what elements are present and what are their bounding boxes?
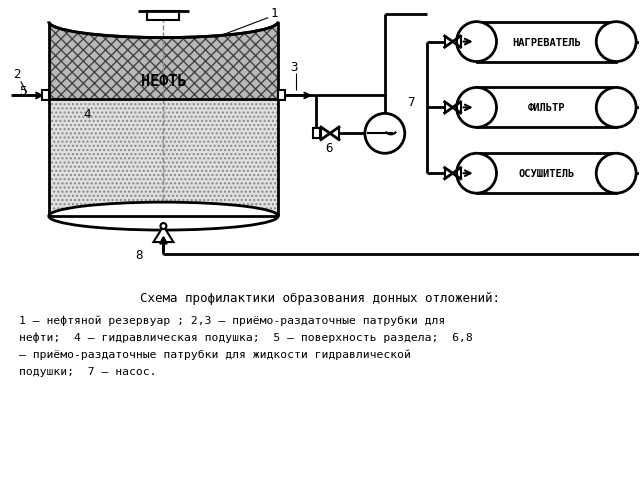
Text: 3: 3 — [290, 61, 298, 73]
Ellipse shape — [456, 154, 497, 194]
Ellipse shape — [596, 154, 636, 194]
Circle shape — [161, 223, 166, 229]
Text: – приёмо-раздаточные патрубки для жидкости гидравлической: – приёмо-раздаточные патрубки для жидкос… — [19, 349, 411, 360]
Ellipse shape — [49, 203, 278, 230]
Bar — [49, 23, 278, 100]
Bar — [477, 154, 616, 194]
Bar — [278, 91, 285, 101]
Text: Схема профилактики образования донных отложений:: Схема профилактики образования донных от… — [140, 291, 500, 304]
Text: ФИЛЬТР: ФИЛЬТР — [527, 103, 565, 113]
Bar — [313, 129, 320, 139]
Ellipse shape — [49, 7, 278, 39]
Ellipse shape — [596, 23, 636, 63]
Bar — [49, 100, 278, 216]
Bar — [49, 100, 278, 216]
Text: 8: 8 — [136, 248, 143, 262]
Bar — [477, 23, 616, 63]
Bar — [42, 91, 49, 101]
Bar — [147, 12, 179, 21]
Text: 6: 6 — [325, 142, 333, 155]
Text: 2: 2 — [13, 68, 20, 81]
Text: 1: 1 — [270, 7, 278, 20]
Text: 7: 7 — [407, 96, 414, 109]
Bar — [477, 88, 616, 128]
Ellipse shape — [456, 88, 497, 128]
Polygon shape — [154, 226, 173, 242]
Bar — [49, 23, 278, 100]
Text: ОСУШИТЕЛЬ: ОСУШИТЕЛЬ — [518, 169, 575, 179]
Ellipse shape — [456, 23, 497, 63]
Text: НАГРЕВАТЕЛЬ: НАГРЕВАТЕЛЬ — [512, 38, 580, 48]
Text: нефти;  4 – гидравлическая подушка;  5 – поверхность раздела;  6,8: нефти; 4 – гидравлическая подушка; 5 – п… — [19, 332, 472, 343]
Text: 1 – нефтяной резервуар ; 2,3 – приёмо-раздаточные патрубки для: 1 – нефтяной резервуар ; 2,3 – приёмо-ра… — [19, 315, 445, 326]
Text: подушки;  7 – насос.: подушки; 7 – насос. — [19, 366, 156, 376]
Ellipse shape — [596, 88, 636, 128]
Text: 5: 5 — [19, 85, 26, 98]
Text: 4: 4 — [84, 108, 91, 121]
Circle shape — [365, 114, 404, 154]
Text: НЕФТЬ: НЕФТЬ — [141, 74, 186, 89]
